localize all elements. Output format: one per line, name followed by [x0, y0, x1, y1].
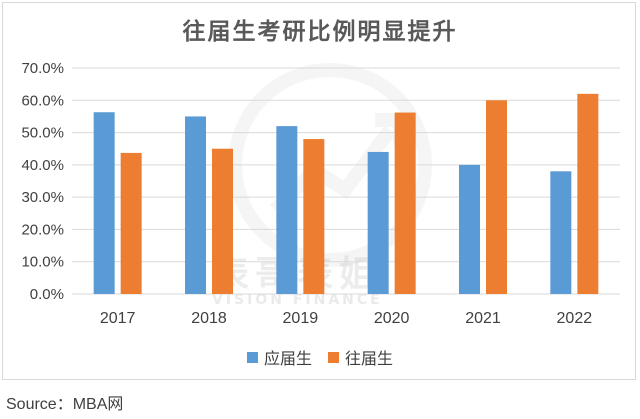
bar-fresh-grads-2020 [367, 151, 389, 294]
legend-swatch-fresh-grads [246, 351, 258, 363]
y-tick-label: 60.0% [21, 92, 64, 109]
bar-fresh-grads-2018 [185, 116, 206, 294]
x-tick-label: 2022 [557, 310, 593, 327]
bar-past-grads-2019 [303, 139, 325, 294]
legend-label-past-grads: 往届生 [345, 349, 394, 368]
y-tick-label: 30.0% [21, 189, 64, 206]
legend-item-fresh-grads: 应届生 [246, 345, 312, 369]
y-tick-label: 10.0% [21, 254, 64, 271]
watermark-text-en: VISION FINANCE [212, 292, 383, 308]
plot-area: 0.0% 10.0% 20.0% 30.0% 40.0% 50.0% 60.0% 70.0% 2… [21, 60, 620, 327]
y-tick-label: 70.0% [21, 60, 64, 77]
legend-label-fresh-grads: 应届生 [263, 349, 312, 368]
bar-past-grads-2020 [394, 112, 416, 294]
bar-past-grads-2022 [577, 93, 599, 294]
legend: 应届生 往届生 [0, 345, 640, 369]
legend-item-past-grads: 往届生 [328, 345, 393, 369]
x-tick-label: 2021 [465, 310, 501, 327]
legend-swatch-past-grads [328, 351, 339, 363]
x-tick-label: 2019 [283, 310, 319, 327]
bar-fresh-grads-2022 [550, 171, 572, 294]
bar-past-grads-2021 [486, 100, 507, 295]
bar-past-grads-2018 [212, 148, 233, 294]
y-tick-label: 0.0% [30, 286, 64, 303]
x-tick-label: 2018 [191, 310, 227, 327]
bar-fresh-grads-2017 [93, 112, 115, 294]
y-tick-label: 40.0% [21, 157, 64, 174]
source-note: Source：MBA网 [6, 396, 124, 413]
x-tick-label: 2017 [100, 310, 136, 327]
y-tick-label: 50.0% [21, 125, 64, 142]
bar-fresh-grads-2021 [459, 164, 480, 294]
x-tick-label: 2020 [374, 310, 410, 327]
y-tick-label: 20.0% [21, 221, 64, 238]
chart-title: 往届生考研比例明显提升 [182, 19, 458, 45]
bar-past-grads-2017 [120, 152, 142, 294]
bar-fresh-grads-2019 [276, 126, 298, 294]
